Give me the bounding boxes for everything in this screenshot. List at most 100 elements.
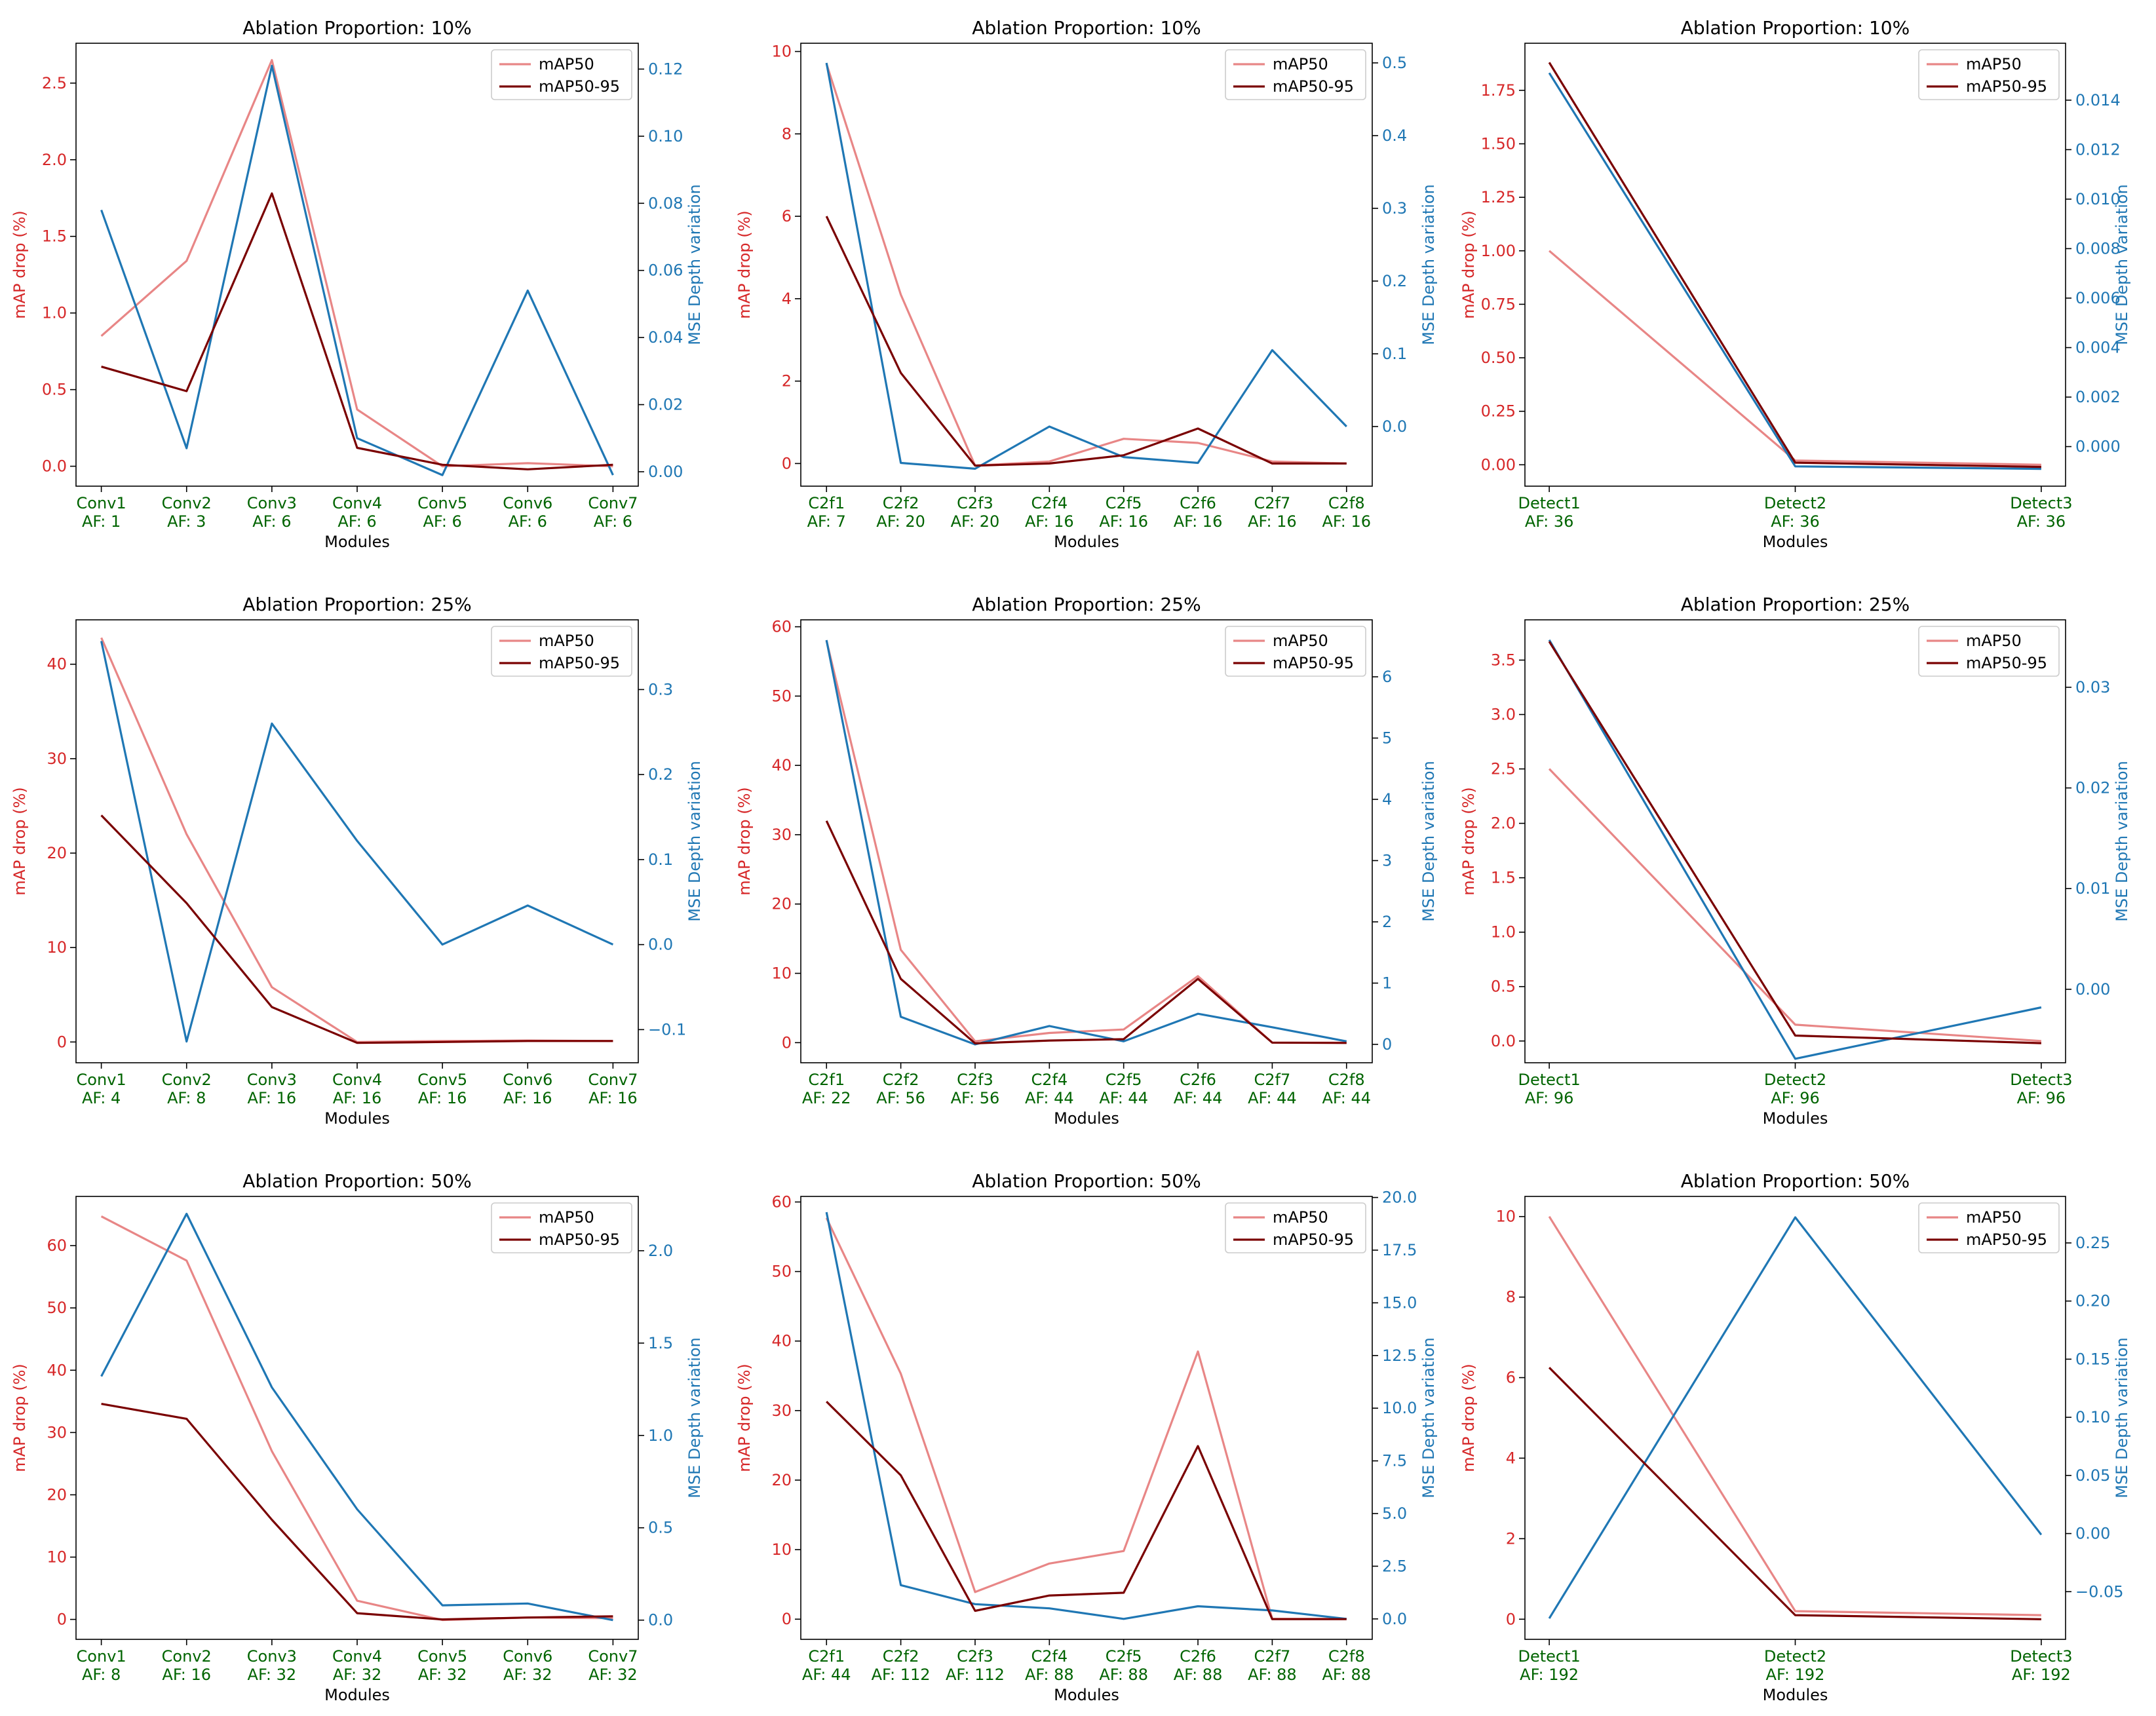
right-tick-label: 15.0 bbox=[1382, 1293, 1417, 1312]
legend-entry: mAP50-95 bbox=[1966, 1230, 2047, 1249]
left-tick-label: 20 bbox=[771, 895, 792, 913]
right-tick-label: 4 bbox=[1382, 790, 1392, 809]
x-axis-label: Modules bbox=[324, 1686, 390, 1704]
x-tick-af-label: AF: 16 bbox=[248, 1089, 297, 1107]
x-tick-af-label: AF: 32 bbox=[418, 1666, 467, 1684]
right-tick-label: 5.0 bbox=[1382, 1504, 1407, 1523]
x-axis-label: Modules bbox=[324, 1109, 390, 1128]
axes-frame bbox=[1524, 1196, 2066, 1640]
left-tick-label: 20 bbox=[771, 1471, 792, 1489]
left-tick-label: 1.75 bbox=[1481, 81, 1516, 100]
x-tick-af-label: AF: 16 bbox=[162, 1666, 211, 1684]
legend-entry: mAP50 bbox=[1966, 55, 2022, 73]
series-line-map50-95 bbox=[1548, 1367, 2041, 1620]
left-tick-label: 0.25 bbox=[1481, 402, 1516, 421]
left-tick-label: 2.0 bbox=[42, 151, 67, 169]
x-tick-label: Conv6 bbox=[503, 1071, 552, 1089]
x-tick-af-label: AF: 32 bbox=[333, 1666, 382, 1684]
left-tick-label: 0.0 bbox=[42, 457, 67, 476]
left-tick-label: 30 bbox=[47, 1423, 67, 1441]
right-tick-label: 0.05 bbox=[2075, 1466, 2110, 1485]
left-tick-label: 2 bbox=[1506, 1529, 1516, 1548]
right-tick-label: 2 bbox=[1382, 913, 1392, 931]
chart-title: Ablation Proportion: 25% bbox=[972, 594, 1201, 615]
x-tick-label: C2f4 bbox=[1031, 1647, 1068, 1666]
x-tick-af-label: AF: 7 bbox=[807, 512, 846, 531]
left-tick-label: 60 bbox=[47, 1236, 67, 1255]
legend-entry: mAP50 bbox=[1966, 632, 2022, 650]
x-tick-af-label: AF: 192 bbox=[1520, 1666, 1579, 1684]
legend: mAP50 mAP50-95 bbox=[1918, 49, 2060, 100]
x-tick-af-label: AF: 88 bbox=[1322, 1666, 1371, 1684]
left-tick-label: 10 bbox=[1495, 1208, 1516, 1226]
series-line-mse-depth-variation bbox=[825, 1211, 1347, 1620]
y-axis-left-label: mAP drop (%) bbox=[735, 787, 754, 896]
legend: mAP50 mAP50-95 bbox=[491, 626, 632, 677]
right-tick-label: 0.014 bbox=[2075, 91, 2121, 109]
right-tick-label: 1 bbox=[1382, 974, 1392, 992]
right-tick-label: 0.010 bbox=[2075, 190, 2121, 208]
x-tick-af-label: AF: 16 bbox=[333, 1089, 382, 1107]
series-line-map50-95 bbox=[101, 1403, 613, 1621]
x-tick-af-label: AF: 16 bbox=[588, 1089, 638, 1107]
axes-frame bbox=[1524, 619, 2066, 1063]
x-tick-af-label: AF: 44 bbox=[1025, 1089, 1074, 1107]
x-tick-af-label: AF: 192 bbox=[2012, 1666, 2071, 1684]
x-tick-af-label: AF: 4 bbox=[82, 1089, 121, 1107]
x-tick-label: C2f7 bbox=[1254, 494, 1291, 512]
left-tick-label: 10 bbox=[771, 43, 792, 61]
x-tick-af-label: AF: 32 bbox=[248, 1666, 297, 1684]
x-tick-af-label: AF: 16 bbox=[1099, 512, 1148, 531]
x-tick-label: Conv7 bbox=[588, 1647, 638, 1666]
right-tick-label: 0.06 bbox=[648, 261, 683, 280]
left-tick-label: 50 bbox=[47, 1299, 67, 1317]
series-line-map50 bbox=[825, 1217, 1347, 1620]
x-tick-label: Detect2 bbox=[1764, 1647, 1826, 1666]
x-tick-af-label: AF: 6 bbox=[594, 512, 632, 531]
x-tick-af-label: AF: 16 bbox=[1174, 512, 1223, 531]
left-tick-label: 0.0 bbox=[1491, 1032, 1516, 1050]
axes-frame bbox=[1524, 43, 2066, 487]
legend-entry: mAP50-95 bbox=[1966, 77, 2047, 96]
left-tick-label: 3.0 bbox=[1491, 706, 1516, 724]
x-tick-af-label: AF: 32 bbox=[503, 1666, 552, 1684]
legend: mAP50 mAP50-95 bbox=[1918, 1202, 2060, 1253]
series-line-map50 bbox=[1548, 768, 2042, 1042]
y-axis-right-label: MSE Depth variation bbox=[1419, 184, 1438, 345]
left-tick-label: 1.25 bbox=[1481, 188, 1516, 206]
x-tick-label: Detect3 bbox=[2010, 1647, 2072, 1666]
right-tick-label: 0.012 bbox=[2075, 140, 2121, 159]
left-tick-label: 3.5 bbox=[1491, 651, 1516, 669]
left-tick-label: 40 bbox=[771, 1332, 792, 1350]
left-tick-label: 8 bbox=[1506, 1288, 1516, 1306]
legend-entry: mAP50 bbox=[539, 55, 594, 73]
right-tick-label: −0.1 bbox=[648, 1020, 686, 1039]
right-tick-label: 0.00 bbox=[2075, 980, 2110, 999]
legend: mAP50 mAP50-95 bbox=[491, 1202, 632, 1253]
x-tick-af-label: AF: 192 bbox=[1766, 1666, 1825, 1684]
x-tick-af-label: AF: 16 bbox=[1248, 512, 1297, 531]
left-tick-label: 40 bbox=[47, 655, 67, 674]
legend: mAP50 mAP50-95 bbox=[1918, 626, 2060, 677]
right-tick-label: 0.0 bbox=[1382, 1610, 1407, 1628]
x-tick-label: Detect2 bbox=[1764, 494, 1826, 512]
x-tick-label: C2f7 bbox=[1254, 1071, 1291, 1089]
axes-frame bbox=[800, 619, 1373, 1063]
x-tick-af-label: AF: 3 bbox=[167, 512, 206, 531]
right-tick-label: 0.3 bbox=[648, 680, 673, 698]
x-tick-label: C2f5 bbox=[1106, 494, 1142, 512]
x-tick-label: Conv6 bbox=[503, 1647, 552, 1666]
x-tick-af-label: AF: 56 bbox=[876, 1089, 925, 1107]
series-line-mse-depth-variation bbox=[1548, 639, 2042, 1060]
left-tick-label: 1.5 bbox=[42, 227, 67, 246]
right-tick-label: 0.02 bbox=[2075, 779, 2110, 797]
x-tick-af-label: AF: 6 bbox=[252, 512, 291, 531]
left-tick-label: 0 bbox=[782, 1610, 792, 1628]
x-tick-label: C2f2 bbox=[883, 494, 919, 512]
x-axis-label: Modules bbox=[1054, 1109, 1119, 1128]
left-tick-label: 4 bbox=[1506, 1449, 1516, 1467]
series-line-map50 bbox=[1548, 1215, 2041, 1616]
series-line-mse-depth-variation bbox=[100, 64, 614, 476]
x-tick-af-label: AF: 96 bbox=[1525, 1089, 1574, 1107]
right-tick-label: 0.0 bbox=[1382, 417, 1407, 436]
